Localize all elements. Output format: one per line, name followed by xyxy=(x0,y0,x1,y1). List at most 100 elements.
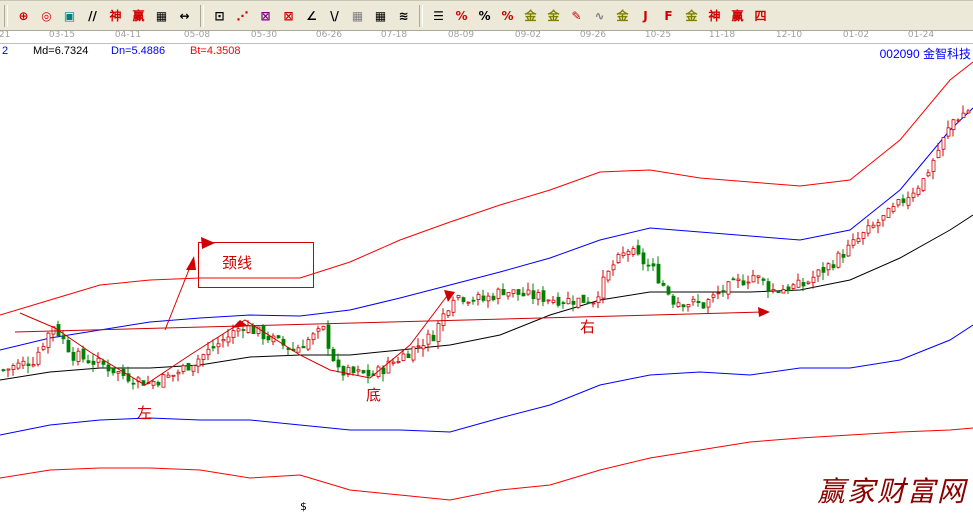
candle-body xyxy=(236,328,241,332)
candle-body xyxy=(931,159,936,172)
shen-icon[interactable]: 神 xyxy=(109,9,122,23)
candle-body xyxy=(681,304,686,308)
channel-icon[interactable]: ≋ xyxy=(398,8,409,23)
si-angle-icon[interactable]: 四 xyxy=(754,9,767,23)
grid-icon[interactable]: ▦ xyxy=(351,8,364,23)
candle-body xyxy=(586,301,591,304)
candle-body xyxy=(516,289,521,295)
candle-body xyxy=(571,300,576,305)
candle-body xyxy=(691,298,696,303)
date-tick-label: 09-26 xyxy=(579,30,607,40)
candle-body xyxy=(731,278,736,281)
candle-body xyxy=(826,263,831,271)
date-tick-label: 01-24 xyxy=(907,30,935,40)
shen-angle-icon[interactable]: 神 xyxy=(708,9,721,23)
ruler-icon[interactable]: ▦ xyxy=(155,8,168,23)
candle-body xyxy=(596,296,601,303)
pen-icon[interactable]: ✎ xyxy=(571,8,582,23)
candle-body xyxy=(886,208,891,218)
pointer-arrow-head xyxy=(186,256,196,270)
date-tick-label: 07-18 xyxy=(380,30,408,40)
gold-angle-icon[interactable]: 金 xyxy=(685,9,698,23)
candle-body xyxy=(171,374,176,377)
candle-body xyxy=(736,278,741,282)
candle-body xyxy=(856,238,861,243)
ying-angle-icon[interactable]: 赢 xyxy=(731,9,744,23)
grid-target-icon[interactable]: ▣ xyxy=(63,8,76,23)
candle-body xyxy=(546,299,551,302)
candle-body xyxy=(966,110,971,114)
candle-body xyxy=(181,365,186,372)
percent-fan-icon[interactable]: % xyxy=(455,8,468,23)
candle-body xyxy=(541,290,546,302)
candle-body xyxy=(871,224,876,228)
candle-body xyxy=(86,360,91,364)
candle-body xyxy=(201,354,206,360)
candle-body xyxy=(876,222,881,227)
candle-body xyxy=(661,282,666,286)
candle-body xyxy=(381,367,386,375)
angle-icon[interactable]: ∠ xyxy=(306,8,317,23)
date-tick-label: 03-15 xyxy=(48,30,76,40)
candle-body xyxy=(351,366,356,374)
candle-body xyxy=(756,275,761,278)
drawing-toolbar: ⊕ ◎ ▣//神赢 ▦ ↔ ⊡ ⋰ ⊠ ⊠ ∠ \/▦ ▦ ≋ ☰%%% 金金 ✎ ∿ 金 J F 金神赢四 xyxy=(0,0,973,31)
candle-body xyxy=(431,334,436,342)
percent-lines-icon[interactable]: % xyxy=(501,8,514,23)
candle-body xyxy=(416,345,421,348)
date-tick-label: 05-08 xyxy=(183,30,211,40)
neckline-label-box xyxy=(198,242,314,288)
gann-box-icon[interactable]: ⊠ xyxy=(260,8,271,23)
width-measure-icon[interactable]: ↔ xyxy=(179,8,190,23)
candle-body xyxy=(901,198,906,203)
candle-body xyxy=(301,346,306,349)
head-bottom-label: 底 xyxy=(366,386,382,404)
wave-icon[interactable]: \/ xyxy=(330,8,339,23)
candle-body xyxy=(366,369,371,377)
fan-lines-icon[interactable]: ⋰ xyxy=(236,8,249,23)
watermark-logo: 赢家财富网 xyxy=(816,475,967,508)
target-icon[interactable]: ◎ xyxy=(41,8,52,23)
candle-body xyxy=(721,290,726,292)
candle-body xyxy=(766,281,771,292)
gann-fan-icon[interactable]: ⊠ xyxy=(283,8,294,23)
candle-body xyxy=(861,232,866,239)
candle-body xyxy=(186,363,191,371)
candle-body xyxy=(786,286,791,292)
gold-red-icon[interactable]: 金 xyxy=(616,9,629,23)
candle-body xyxy=(591,302,596,305)
parallel-lines-icon[interactable]: // xyxy=(88,8,97,23)
candle-body xyxy=(341,366,346,376)
candle-body xyxy=(16,362,21,369)
candle-body xyxy=(566,297,571,305)
neckline-label: 颈线 xyxy=(222,254,253,272)
candle-body xyxy=(706,299,711,308)
grid-arrow-icon[interactable]: ▦ xyxy=(374,8,387,23)
candle-body xyxy=(476,294,481,300)
candle-body xyxy=(631,248,636,255)
candle-body xyxy=(451,299,456,313)
candle-body xyxy=(221,339,226,342)
candle-body xyxy=(196,358,201,367)
candle-body xyxy=(801,282,806,287)
legend-bt-value: Bt=4.3508 xyxy=(190,45,241,57)
percent-icon[interactable]: % xyxy=(478,8,491,23)
candle-body xyxy=(576,297,581,308)
ying-icon[interactable]: 赢 xyxy=(132,9,145,23)
box-icon[interactable]: ⊡ xyxy=(214,8,225,23)
fibonacci-icon[interactable]: ☰ xyxy=(433,8,444,23)
sine-wave-icon[interactable]: ∿ xyxy=(594,8,605,23)
candle-body xyxy=(951,119,956,130)
gold-lines-icon[interactable]: 金 xyxy=(547,9,560,23)
f-lines-icon[interactable]: F xyxy=(664,8,673,23)
j-lines-icon[interactable]: J xyxy=(643,8,648,23)
gold-circle-icon[interactable]: 金 xyxy=(524,9,537,23)
candle-body xyxy=(166,374,171,378)
candle-body xyxy=(316,328,321,332)
date-tick-label: 09-02 xyxy=(514,30,542,40)
candle-body xyxy=(531,290,536,300)
candle-body xyxy=(601,276,606,299)
candle-body xyxy=(816,269,821,277)
crosshair-icon[interactable]: ⊕ xyxy=(18,8,29,23)
